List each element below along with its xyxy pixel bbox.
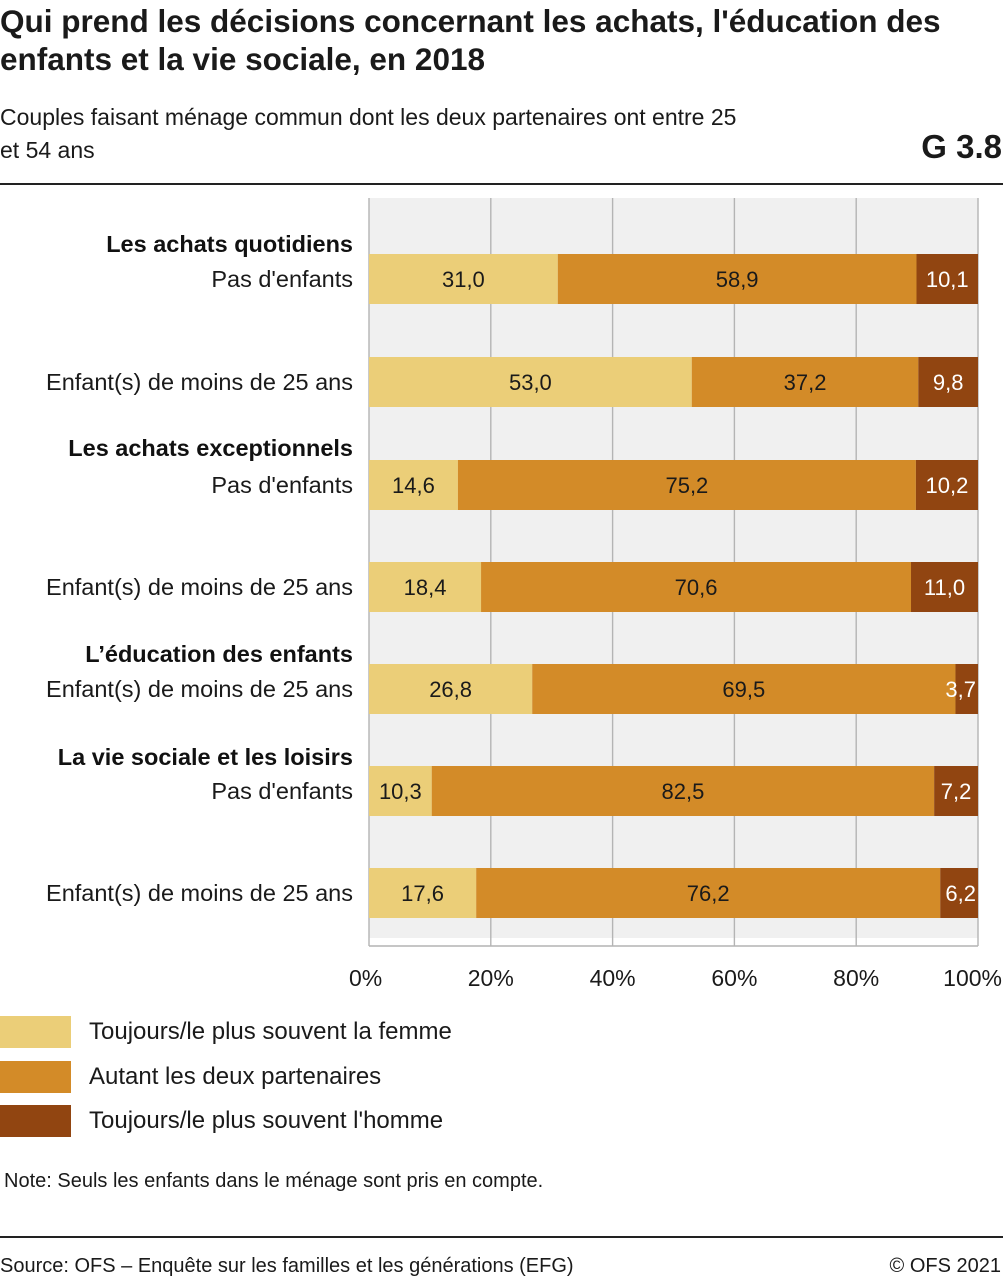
category-label-2: Pas d'enfants xyxy=(211,472,353,498)
x-tick-label-0: 0% xyxy=(349,965,382,991)
bar-row1-series2 xyxy=(918,357,978,407)
category-label-3: Enfant(s) de moins de 25 ans xyxy=(46,574,353,600)
data-label-row6-series1: 76,2 xyxy=(687,881,730,906)
legend-item-femme: Toujours/le plus souvent la femme xyxy=(0,1016,560,1050)
bar-row1-series1 xyxy=(691,357,919,407)
x-tick-label-100: 100% xyxy=(943,965,1002,991)
x-tick-label-20: 20% xyxy=(468,965,514,991)
data-label-row5-series2: 7,2 xyxy=(941,779,972,804)
footnote: Note: Seuls les enfants dans le ménage s… xyxy=(4,1170,544,1192)
data-label-row1-series0: 53,0 xyxy=(509,370,552,395)
x-tick-label-60: 60% xyxy=(711,965,757,991)
category-label-6: Enfant(s) de moins de 25 ans xyxy=(46,880,353,906)
bar-row4-series0 xyxy=(369,664,533,714)
x-tick-label-80: 80% xyxy=(833,965,879,991)
x-tick-label-40: 40% xyxy=(590,965,636,991)
source-line: Source: OFS – Enquête sur les familles e… xyxy=(0,1255,574,1277)
data-label-row2-series2: 10,2 xyxy=(926,473,969,498)
copyright: © OFS 2021 xyxy=(889,1255,1001,1277)
bar-row0-series2 xyxy=(916,254,978,304)
bar-row5-series0 xyxy=(369,766,432,816)
bar-row0-series1 xyxy=(557,254,917,304)
data-label-row0-series1: 58,9 xyxy=(716,267,759,292)
bar-row1-series0 xyxy=(369,357,692,407)
chart-subtitle: Couples faisant ménage commun dont les d… xyxy=(0,104,737,163)
legend-item-homme: Toujours/le plus souvent l'homme xyxy=(0,1105,560,1139)
bar-row2-series1 xyxy=(457,460,916,510)
data-label-row5-series1: 82,5 xyxy=(662,779,705,804)
group-label-3: La vie sociale et les loisirs xyxy=(58,744,353,770)
legend-label-femme: Toujours/le plus souvent la femme xyxy=(89,1018,452,1045)
bar-row6-series1 xyxy=(476,868,941,918)
bar-row3-series1 xyxy=(481,562,912,612)
category-label-5: Pas d'enfants xyxy=(211,778,353,804)
bar-row6-series2 xyxy=(940,868,978,918)
data-label-row6-series0: 17,6 xyxy=(401,881,444,906)
data-label-row2-series0: 14,6 xyxy=(392,473,435,498)
bar-row4-series1 xyxy=(532,664,956,714)
bar-row3-series0 xyxy=(369,562,482,612)
legend-item-deux: Autant les deux partenaires xyxy=(0,1061,560,1095)
group-label-1: Les achats exceptionnels xyxy=(68,435,353,461)
data-label-row1-series1: 37,2 xyxy=(784,370,827,395)
data-label-row6-series2: 6,2 xyxy=(945,881,976,906)
bar-row5-series2 xyxy=(934,766,978,816)
data-label-row4-series0: 26,8 xyxy=(429,677,472,702)
bar-row3-series2 xyxy=(911,562,978,612)
data-label-row3-series0: 18,4 xyxy=(404,575,447,600)
bar-row2-series0 xyxy=(369,460,458,510)
data-label-row2-series1: 75,2 xyxy=(665,473,708,498)
legend-swatch-deux xyxy=(0,1061,71,1093)
bar-row0-series0 xyxy=(369,254,558,304)
legend-swatch-homme xyxy=(0,1105,71,1137)
bar-row6-series0 xyxy=(369,868,477,918)
legend-label-deux: Autant les deux partenaires xyxy=(89,1063,382,1090)
bar-row5-series1 xyxy=(431,766,935,816)
legend-swatch-femme xyxy=(0,1016,71,1048)
data-label-row4-series2: 3,7 xyxy=(945,677,976,702)
group-label-0: Les achats quotidiens xyxy=(106,231,353,257)
chart-title: Qui prend les décisions concernant les a… xyxy=(0,3,941,77)
category-label-1: Enfant(s) de moins de 25 ans xyxy=(46,369,353,395)
footer-divider xyxy=(0,1236,1003,1238)
data-label-row4-series1: 69,5 xyxy=(722,677,765,702)
chart-code: G 3.8 xyxy=(921,128,1002,165)
stacked-bar-chart: 0% 20% 40% 60% 80% 100% Les achats quotidiens L… xyxy=(46,198,1002,991)
category-label-4: Enfant(s) de moins de 25 ans xyxy=(46,676,353,702)
group-label-2: L’éducation des enfants xyxy=(85,641,353,667)
data-label-row5-series0: 10,3 xyxy=(379,779,422,804)
data-label-row1-series2: 9,8 xyxy=(933,370,964,395)
data-label-row0-series0: 31,0 xyxy=(442,267,485,292)
bar-row4-series2 xyxy=(955,664,978,714)
data-label-row0-series2: 10,1 xyxy=(926,267,969,292)
header-divider xyxy=(0,183,1003,185)
bar-row2-series2 xyxy=(915,460,978,510)
legend-label-homme: Toujours/le plus souvent l'homme xyxy=(89,1107,444,1134)
data-label-row3-series2: 11,0 xyxy=(924,575,965,600)
data-label-row3-series1: 70,6 xyxy=(675,575,718,600)
category-label-0: Pas d'enfants xyxy=(211,266,353,292)
